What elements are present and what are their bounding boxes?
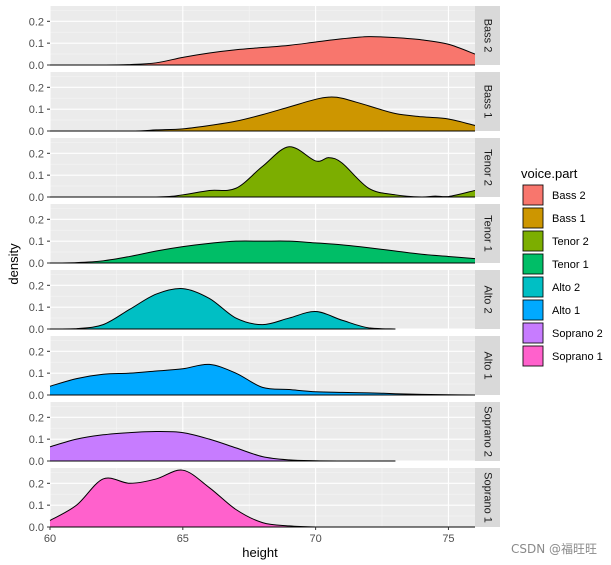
legend-swatch — [522, 322, 544, 344]
panel-soprano-1: 0.0 0.1 0.2 Soprano 1 — [29, 468, 500, 534]
legend-item-alto-2: Alto 2 — [522, 276, 580, 298]
legend-label: Alto 2 — [552, 282, 580, 294]
y-tick-label: 0.2 — [29, 478, 44, 490]
watermark-text: CSDN @福旺旺 — [510, 542, 597, 556]
facet-strip-label: Soprano 2 — [482, 406, 494, 457]
legend-swatch — [522, 276, 544, 298]
y-tick-label: 0.1 — [29, 302, 44, 314]
legend-item-alto-1: Alto 1 — [522, 299, 580, 321]
facet-strip — [475, 336, 500, 395]
legend-label: Bass 2 — [552, 190, 586, 202]
legend: Bass 2 Bass 1 Tenor 2 Tenor 1 Alto 2 Alto 1 So… — [522, 184, 603, 367]
density-area-soprano-2 — [50, 431, 396, 461]
y-tick-label: 0.0 — [29, 522, 44, 534]
facet-strip — [475, 72, 500, 131]
y-tick-label: 0.2 — [29, 16, 44, 28]
y-tick-label: 0.1 — [29, 368, 44, 380]
x-axis-title: height — [242, 545, 278, 560]
y-tick-label: 0.0 — [29, 324, 44, 336]
y-tick-label: 0.0 — [29, 258, 44, 270]
y-tick-label: 0.1 — [29, 236, 44, 248]
legend-item-tenor-1: Tenor 1 — [522, 253, 589, 275]
legend-swatch — [522, 184, 544, 206]
legend-swatch — [522, 207, 544, 229]
y-tick-label: 0.0 — [29, 192, 44, 204]
legend-item-soprano-2: Soprano 2 — [522, 322, 603, 344]
panel-tenor-1: 0.0 0.1 0.2 Tenor 1 — [29, 204, 500, 270]
legend-label: Bass 1 — [552, 213, 586, 225]
x-tick-label: 60 — [44, 533, 56, 545]
legend-label: Tenor 1 — [552, 259, 589, 271]
density-line-tenor-1 — [49, 240, 476, 264]
y-tick-label: 0.0 — [29, 456, 44, 468]
facet-strip-label: Tenor 1 — [482, 215, 494, 252]
legend-label: Soprano 2 — [552, 328, 603, 340]
facet-strip-label: Alto 2 — [482, 285, 494, 313]
y-tick-label: 0.0 — [29, 126, 44, 138]
x-tick-label: 65 — [177, 533, 189, 545]
y-tick-label: 0.1 — [29, 434, 44, 446]
panel-bass-1: 0.0 0.1 0.2 Bass 1 — [29, 72, 500, 138]
facet-strip — [475, 468, 500, 527]
y-tick-label: 0.1 — [29, 170, 44, 182]
panel-tenor-2: 0.0 0.1 0.2 Tenor 2 — [29, 138, 500, 204]
facet-strip-label: Alto 1 — [482, 351, 494, 379]
panel-alto-1: 0.0 0.1 0.2 Alto 1 — [29, 336, 500, 402]
x-axis: 60 65 70 75 — [44, 527, 455, 545]
legend-swatch — [522, 230, 544, 252]
facet-strip — [475, 402, 500, 461]
legend-swatch — [522, 345, 544, 367]
facet-strip — [475, 204, 500, 263]
legend-item-bass-1: Bass 1 — [522, 207, 586, 229]
legend-title: voice.part — [521, 166, 578, 181]
legend-swatch — [522, 299, 544, 321]
y-tick-label: 0.2 — [29, 148, 44, 160]
facet-strip — [475, 6, 500, 65]
facet-strip-label: Bass 1 — [482, 85, 494, 119]
legend-item-bass-2: Bass 2 — [522, 184, 586, 206]
y-tick-label: 0.2 — [29, 82, 44, 94]
y-tick-label: 0.2 — [29, 412, 44, 424]
legend-item-soprano-1: Soprano 1 — [522, 345, 603, 367]
y-tick-label: 0.1 — [29, 38, 44, 50]
x-tick-label: 75 — [442, 533, 454, 545]
legend-item-tenor-2: Tenor 2 — [522, 230, 589, 252]
density-area-alto-1 — [50, 364, 475, 395]
panel-bass-2: 0.0 0.1 0.2 Bass 2 — [29, 6, 500, 72]
facet-strip-label: Bass 2 — [482, 19, 494, 53]
legend-label: Soprano 1 — [552, 351, 603, 363]
density-line-bass-1 — [50, 96, 476, 132]
density-line-alto-2 — [49, 287, 396, 330]
density-line-alto-1 — [49, 363, 476, 396]
density-area-tenor-1 — [50, 240, 475, 263]
y-tick-label: 0.0 — [29, 390, 44, 402]
legend-swatch — [522, 253, 544, 275]
legend-label: Tenor 2 — [552, 236, 589, 248]
y-axis-title: density — [6, 243, 21, 285]
y-tick-label: 0.1 — [29, 104, 44, 116]
density-area-tenor-2 — [50, 146, 475, 197]
y-tick-label: 0.1 — [29, 500, 44, 512]
density-line-bass-2 — [50, 36, 476, 66]
panel-soprano-2: 0.0 0.1 0.2 Soprano 2 — [29, 402, 500, 468]
y-tick-label: 0.0 — [29, 60, 44, 72]
facet-panels: 0.0 0.1 0.2 Bass 2 0.0 0.1 0.2 Bass 1 0.0 0.1 0.2 T… — [29, 6, 500, 534]
y-tick-label: 0.2 — [29, 346, 44, 358]
density-area-bass-1 — [50, 97, 475, 131]
density-area-soprano-1 — [50, 470, 475, 527]
facet-strip-label: Tenor 2 — [482, 149, 494, 186]
x-tick-label: 70 — [310, 533, 322, 545]
panel-alto-2: 0.0 0.1 0.2 Alto 2 — [29, 270, 500, 336]
facet-strip — [475, 270, 500, 329]
legend-label: Alto 1 — [552, 305, 580, 317]
y-tick-label: 0.2 — [29, 280, 44, 292]
facet-strip-label: Soprano 1 — [482, 472, 494, 523]
density-area-bass-2 — [50, 36, 475, 65]
y-tick-label: 0.2 — [29, 214, 44, 226]
facet-strip — [475, 138, 500, 197]
